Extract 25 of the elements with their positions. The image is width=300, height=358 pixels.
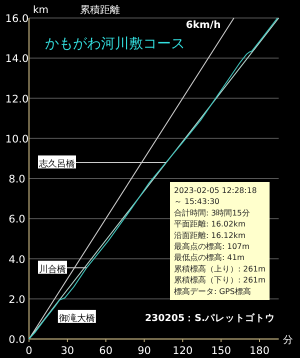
- annotation: 230205：S.パレットゴトウ: [144, 312, 276, 324]
- x-tick-label: 0: [26, 345, 32, 357]
- x-tick-label: 120: [172, 345, 193, 357]
- y-tick-label: 14.0: [5, 53, 29, 66]
- y-tick-label: 8.0: [8, 174, 26, 186]
- y-tick-label: 12.0: [5, 93, 29, 106]
- y-tick-label: 0.0: [8, 334, 26, 346]
- text: かもがわ河川敷コース: [45, 36, 185, 52]
- annotation: 御滝大橋: [58, 312, 95, 324]
- x-tick-label: 180: [249, 345, 270, 357]
- annotation: 志久呂橋: [39, 158, 75, 170]
- x-axis-title: 分: [283, 334, 293, 346]
- y-tick-label: 10.0: [5, 133, 29, 146]
- y-tick-label: 2.0: [8, 294, 26, 306]
- x-tick-label: 30: [60, 345, 74, 357]
- y-tick-label: 16.0: [5, 13, 29, 25]
- y-axis-title: km: [33, 5, 49, 16]
- y-tick-label: 6.0: [8, 214, 26, 226]
- x-tick-label: 60: [99, 345, 113, 357]
- x-tick-label: 90: [138, 345, 151, 357]
- annotation: 川合橋: [39, 264, 66, 275]
- series-label: 6km/h: [186, 20, 221, 31]
- chart-subtitle: 累積距離: [80, 4, 120, 16]
- y-tick-label: 4.0: [8, 254, 26, 266]
- x-tick-label: 150: [211, 345, 232, 357]
